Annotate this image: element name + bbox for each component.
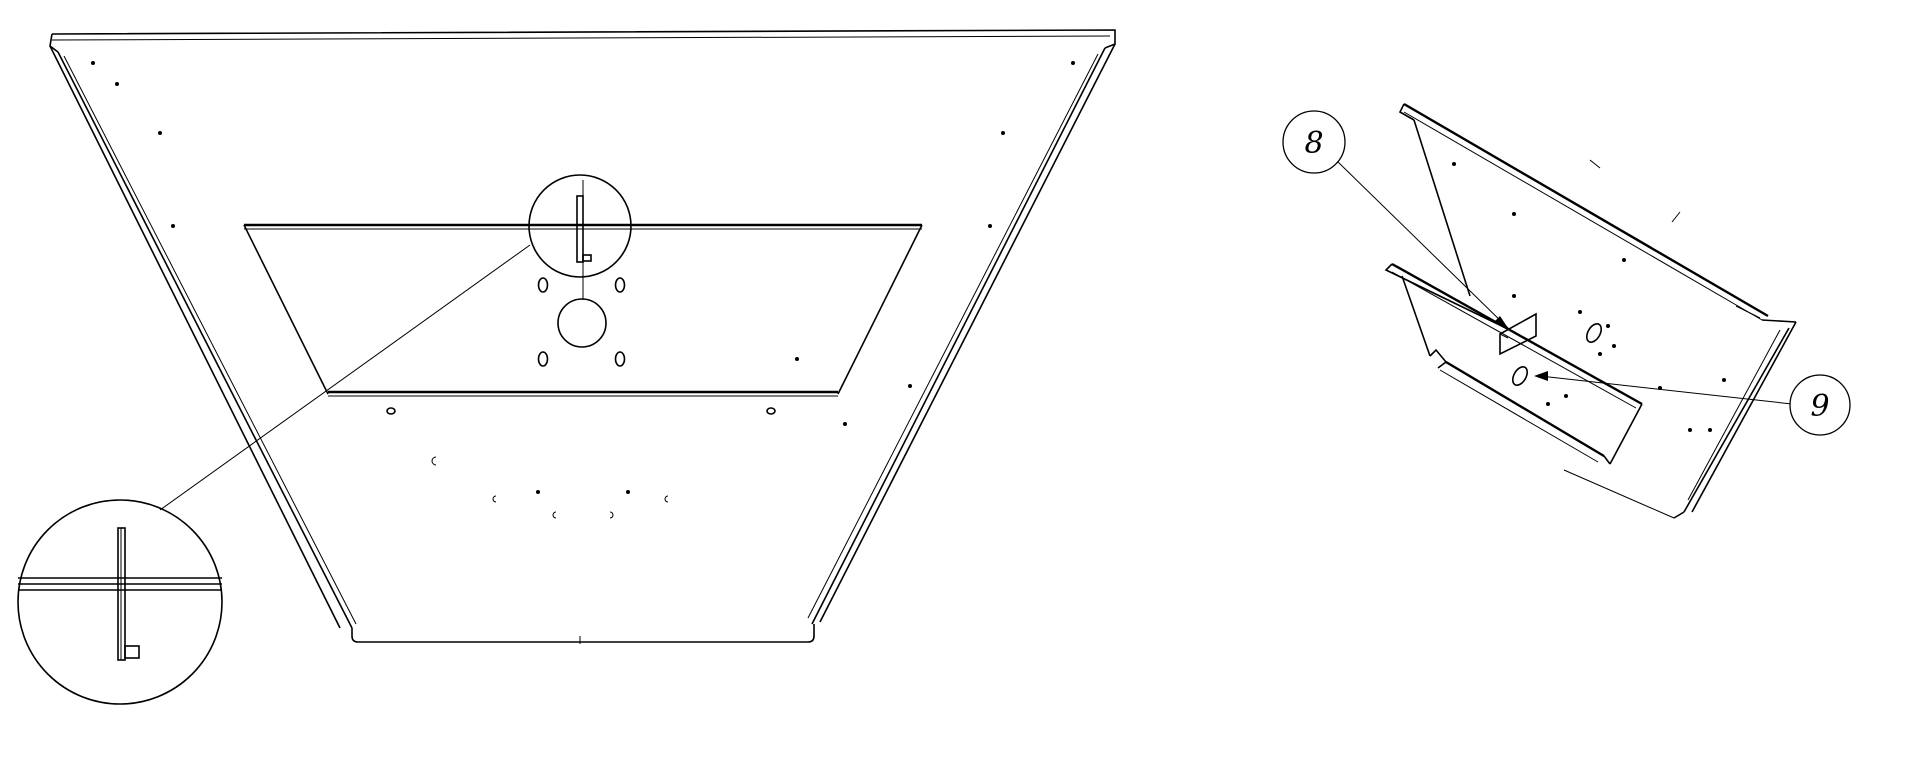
front-view xyxy=(17,29,1116,705)
detail-leader-line xyxy=(159,244,531,511)
magnified-detail xyxy=(17,499,223,705)
isometric-view: 8 9 xyxy=(1282,102,1851,519)
central-hole-group xyxy=(537,277,626,367)
balloon-9: 9 xyxy=(1534,371,1851,436)
detail-circle-marker xyxy=(528,174,632,300)
panel-holes xyxy=(386,407,776,519)
balloon-9-label: 9 xyxy=(1810,389,1829,424)
rivet-dots xyxy=(91,61,1075,494)
iso-holes xyxy=(1452,162,1726,432)
balloon-8-label: 8 xyxy=(1304,126,1323,161)
iso-bracket xyxy=(1499,312,1537,356)
outer-panel-outline xyxy=(49,29,1116,644)
iso-main-panel xyxy=(1398,102,1797,519)
iso-channel-part xyxy=(1384,262,1643,465)
balloon-8: 8 xyxy=(1282,110,1509,329)
